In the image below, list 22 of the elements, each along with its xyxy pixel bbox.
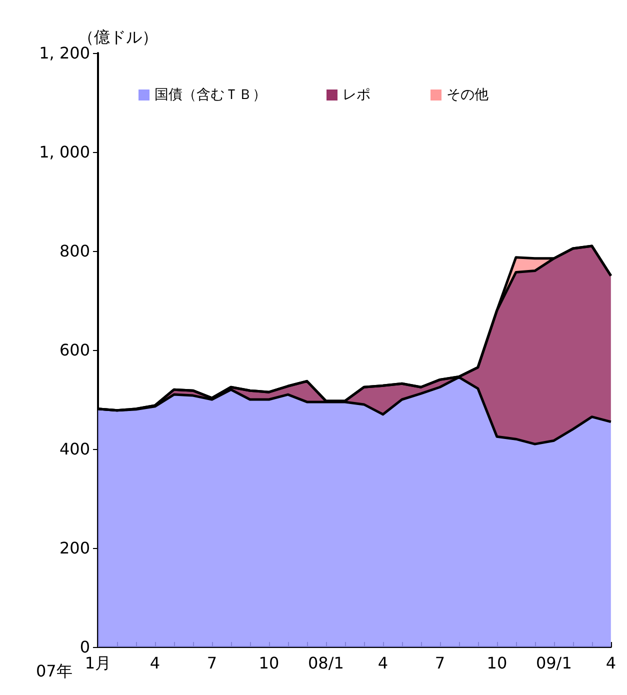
y-tick-label: 1, 200 xyxy=(39,44,90,62)
y-tick-label: 600 xyxy=(59,340,90,360)
legend-label: レポ xyxy=(342,87,370,103)
x-tick-label: 10 xyxy=(258,654,280,672)
y-tick-label: 400 xyxy=(59,440,90,458)
x-tick-label: 7 xyxy=(434,654,446,672)
x-tick-label: 7 xyxy=(206,654,218,672)
x-tick-label: 08/1 xyxy=(308,654,344,672)
y-tick-label: 800 xyxy=(59,242,90,260)
x-tick-label: 4 xyxy=(150,654,160,672)
x-tick-label: 4 xyxy=(606,654,616,672)
y-tick-label: 200 xyxy=(59,538,90,558)
legend-label: 国債（含むＴＢ） xyxy=(154,87,266,103)
text: 07年 xyxy=(36,662,72,680)
y-axis-title: （億ドル） xyxy=(78,28,158,46)
y-tick-label: 1, 000 xyxy=(39,142,90,162)
x-tick-label: 10 xyxy=(486,654,508,672)
x-tick-label: 1月 xyxy=(84,654,112,672)
x-tick-label: 09/1 xyxy=(536,654,572,672)
legend-label: その他 xyxy=(446,87,488,103)
y-tick-label: 0 xyxy=(80,638,90,656)
x-tick-label: 4 xyxy=(378,654,388,672)
